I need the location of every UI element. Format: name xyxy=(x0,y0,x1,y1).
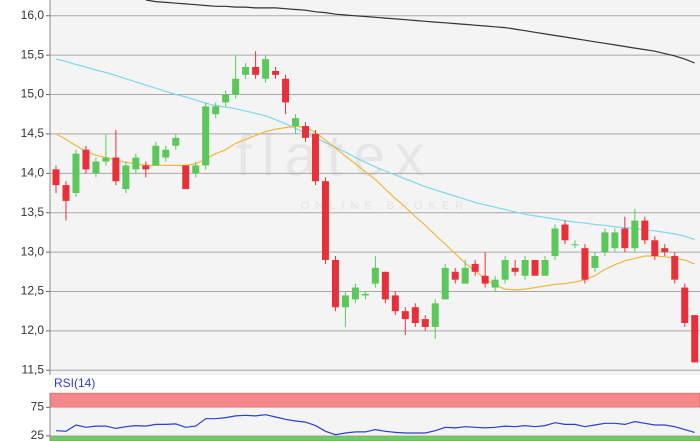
y-tick-label: 15,0 xyxy=(21,87,45,101)
candle-body xyxy=(371,267,379,284)
candle-body xyxy=(311,133,319,182)
candle-body xyxy=(142,165,150,170)
candle-body xyxy=(232,78,240,95)
candle-body xyxy=(112,157,120,182)
candle-body xyxy=(341,295,349,308)
candle-body xyxy=(611,232,619,249)
candle-body xyxy=(591,256,599,268)
candle-body xyxy=(331,259,339,308)
candle-body xyxy=(122,165,130,190)
candle-body xyxy=(52,169,60,186)
moving-average xyxy=(55,58,695,241)
candle-body xyxy=(691,315,699,363)
y-tick-label: 16,0 xyxy=(21,8,45,22)
candle-body xyxy=(581,248,589,280)
candle-body xyxy=(172,137,180,146)
candle-body xyxy=(182,165,190,190)
candle-body xyxy=(521,259,529,276)
candle-body xyxy=(262,59,270,79)
y-tick-label: 25 xyxy=(31,428,45,441)
candle-body xyxy=(282,78,290,103)
candle-body xyxy=(242,66,250,75)
candle-body xyxy=(351,287,359,300)
candle-body xyxy=(571,244,579,246)
rsi-band xyxy=(49,392,700,408)
candle-body xyxy=(671,256,679,280)
candle-body xyxy=(631,220,639,249)
watermark-tagline: ONLINE BROKER xyxy=(301,200,469,212)
y-tick-label: 14,0 xyxy=(21,165,45,179)
candle-body xyxy=(82,149,90,170)
y-tick-label: 13,0 xyxy=(21,244,45,258)
candle-body xyxy=(222,94,230,103)
candle-body xyxy=(132,157,140,170)
candle-body xyxy=(551,228,559,257)
y-tick-label: 75 xyxy=(31,399,45,413)
candle-body xyxy=(421,319,429,327)
y-tick-label: 11,5 xyxy=(22,362,45,376)
candle-body xyxy=(501,259,509,280)
candle-body xyxy=(102,157,110,162)
price-panel xyxy=(50,0,700,375)
moving-average xyxy=(145,0,695,64)
candle-body xyxy=(411,307,419,324)
y-tick-label: 13,5 xyxy=(21,205,45,219)
rsi-line xyxy=(55,414,695,436)
candle-body xyxy=(471,263,479,272)
y-tick-label: 15,5 xyxy=(21,47,45,61)
candle-body xyxy=(461,267,469,284)
candle-body xyxy=(62,185,70,201)
rsi-title: RSI(14) xyxy=(54,376,95,390)
candle-body xyxy=(431,303,439,327)
candle-body xyxy=(401,311,409,320)
candle-body xyxy=(321,181,329,260)
candle-body xyxy=(192,165,200,174)
candle-body xyxy=(511,267,519,272)
candle-body xyxy=(601,232,609,253)
y-tick-label: 14,5 xyxy=(21,126,45,140)
y-tick-label: 12,0 xyxy=(21,323,45,337)
candle-body xyxy=(381,271,389,300)
rsi-band xyxy=(49,435,700,441)
candle-body xyxy=(302,126,309,138)
candle-body xyxy=(292,118,300,127)
candle-body xyxy=(491,279,499,288)
candle-body xyxy=(152,145,160,166)
candle-body xyxy=(651,240,659,257)
candle-body xyxy=(641,220,649,241)
candle-body xyxy=(681,287,689,324)
candle-body xyxy=(451,271,459,280)
candle-body xyxy=(272,70,280,75)
candle-body xyxy=(92,161,100,174)
candle-body xyxy=(252,66,260,75)
candle-body xyxy=(541,259,549,276)
candle-body xyxy=(531,259,539,276)
candle-body xyxy=(561,224,569,241)
candle-body xyxy=(361,293,369,296)
candle-body xyxy=(441,267,449,300)
candle-body xyxy=(72,153,80,194)
candle-body xyxy=(212,106,220,115)
y-tick-label: 12,5 xyxy=(21,284,45,298)
candle-body xyxy=(391,295,399,312)
candle-body xyxy=(661,248,669,253)
candle-body xyxy=(481,275,489,284)
candle-body xyxy=(621,228,629,249)
candle-body xyxy=(202,106,210,166)
candle-body xyxy=(162,149,170,158)
